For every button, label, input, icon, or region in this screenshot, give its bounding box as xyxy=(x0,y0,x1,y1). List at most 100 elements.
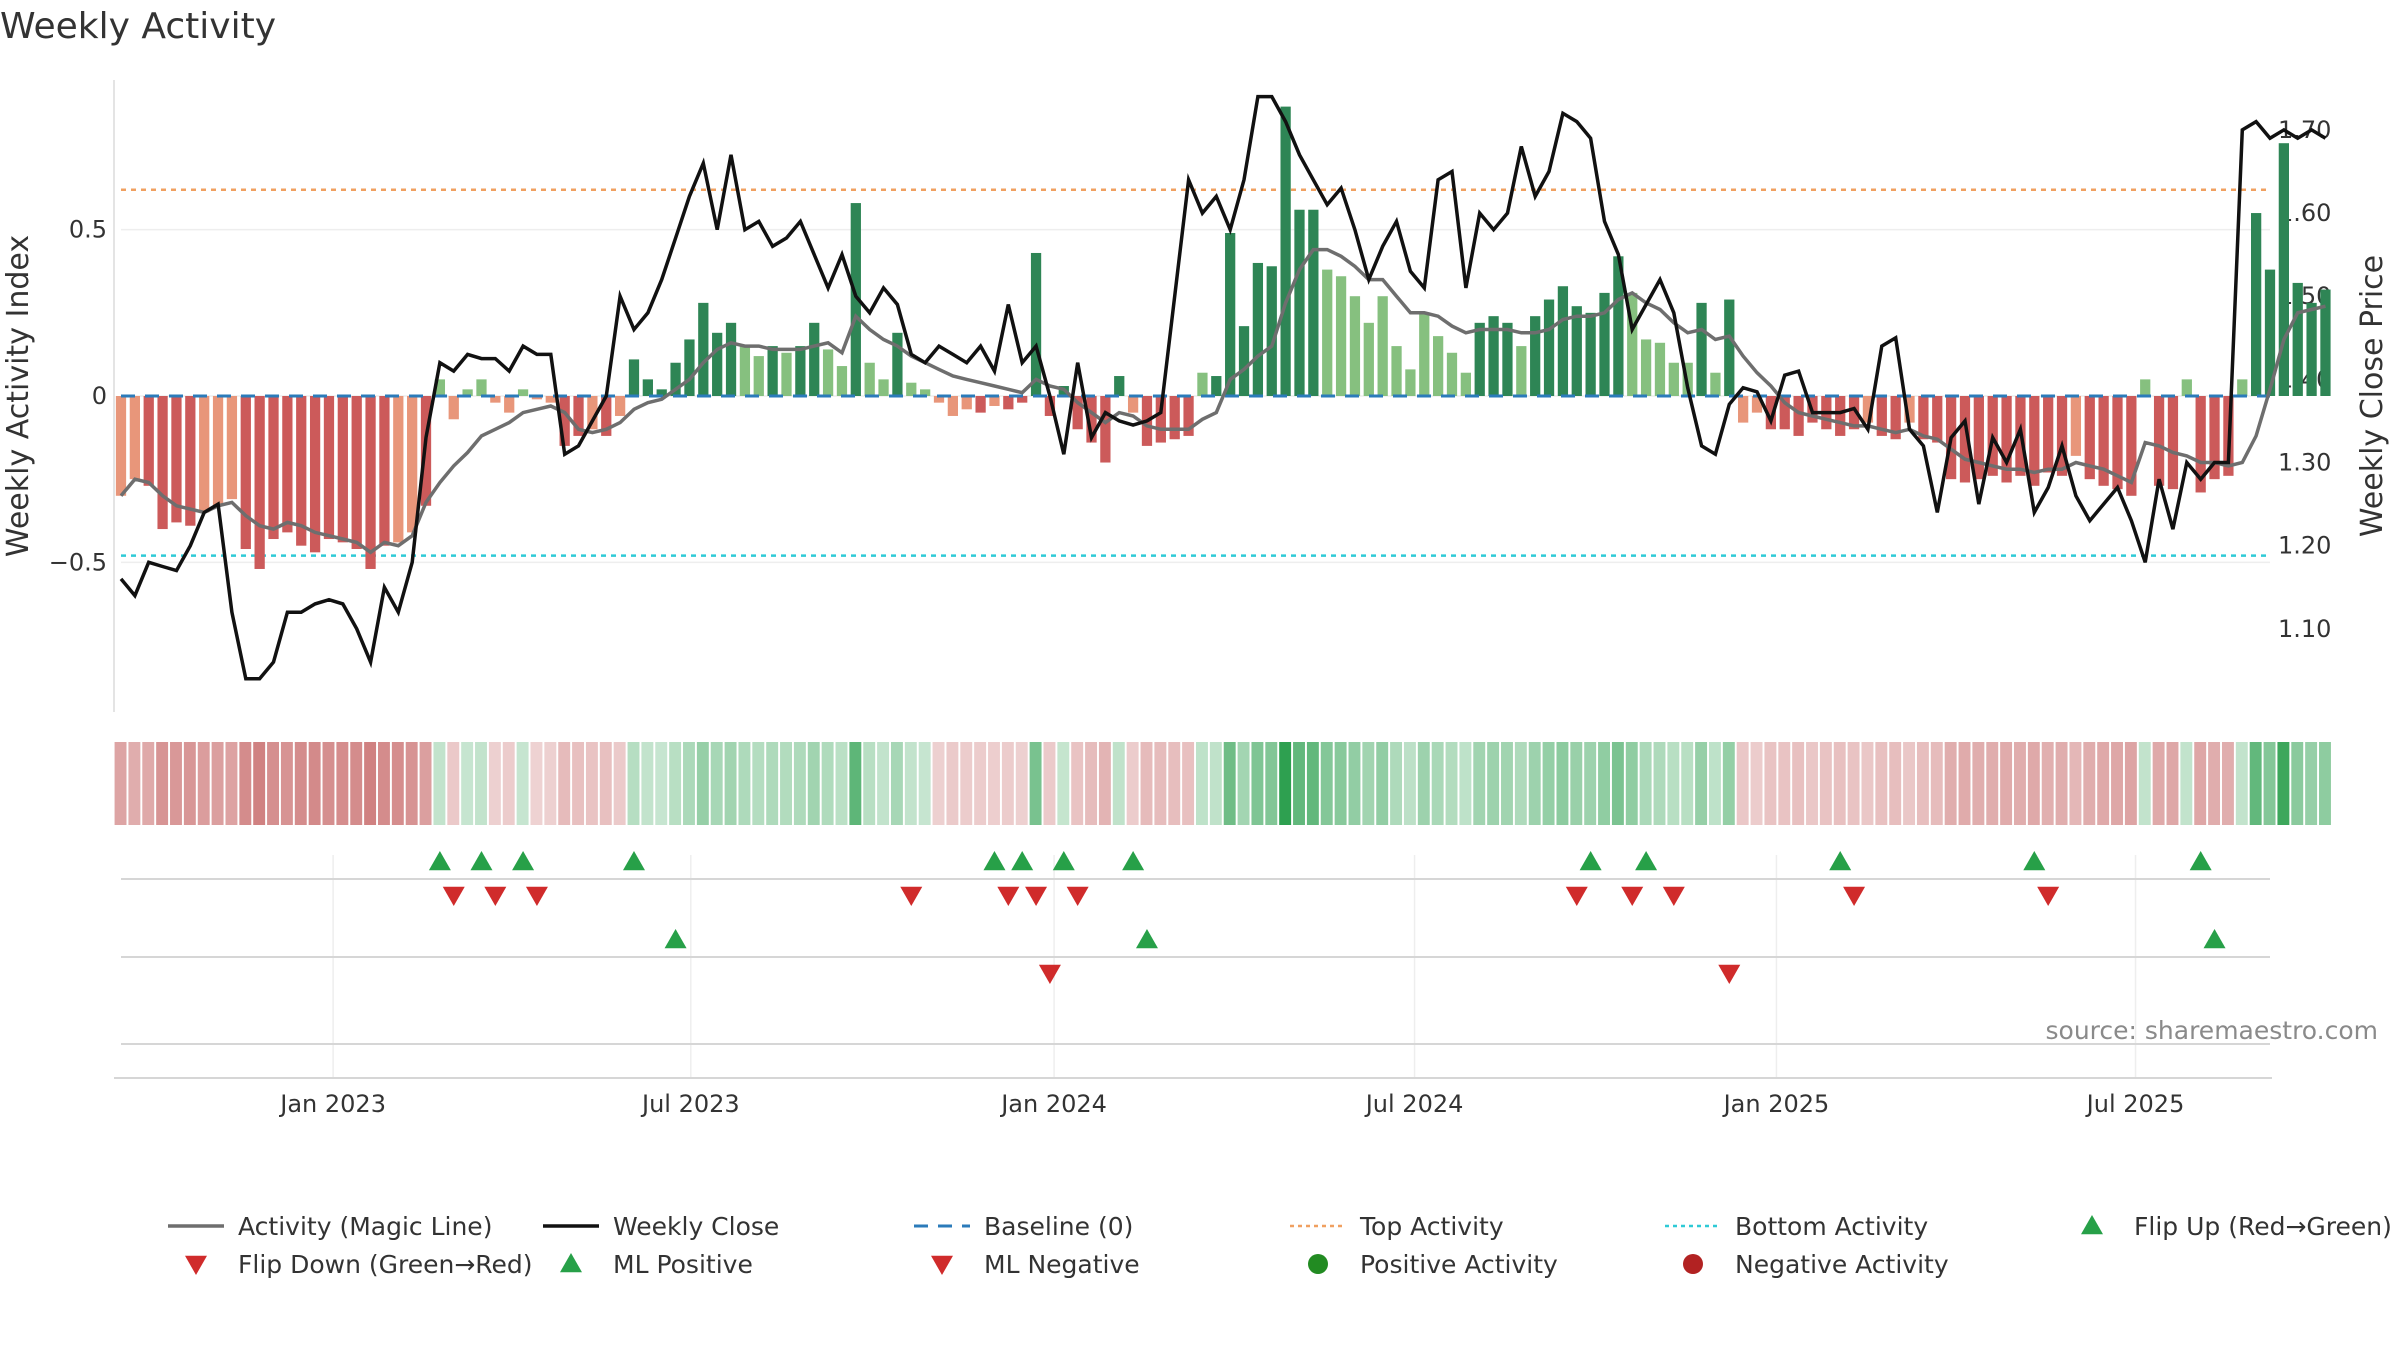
heatmap-cell xyxy=(2235,742,2248,825)
heatmap-cell xyxy=(475,742,487,825)
heatmap-cell xyxy=(1306,742,1319,825)
heatmap-cell xyxy=(516,742,529,825)
heatmap-cell xyxy=(988,742,1000,825)
activity-bar xyxy=(199,396,210,513)
y-axis-label-right: Weekly Close Price xyxy=(2355,255,2390,537)
y-tick-label: 0 xyxy=(92,382,107,410)
legend-label: Weekly Close xyxy=(613,1212,779,1241)
flip-up-marker xyxy=(1829,851,1852,871)
activity-bar xyxy=(115,396,127,496)
heatmap-cell xyxy=(530,742,543,825)
heatmap-cell xyxy=(1126,742,1139,825)
heatmap-cell xyxy=(364,742,377,825)
heatmap-cell xyxy=(142,742,155,825)
legend-entry: Top Activity xyxy=(1290,1212,1504,1241)
heatmap-cell xyxy=(1847,742,1860,825)
activity-bar xyxy=(1793,396,1804,436)
heatmap-cell xyxy=(1348,742,1361,825)
heatmap-cell xyxy=(461,742,474,825)
activity-heatmap-strip xyxy=(114,742,2331,825)
heatmap-cell xyxy=(2166,742,2179,825)
activity-bar xyxy=(1890,396,1901,440)
heatmap-cell xyxy=(572,742,585,825)
heatmap-cell xyxy=(1750,742,1763,825)
heatmap-cell xyxy=(197,742,210,825)
heatmap-cell xyxy=(1681,742,1694,825)
x-axis-ticks: Jan 2023 Jul 2023 Jan 2024 Jul 2024 Jan 2025… xyxy=(278,1090,2184,1118)
heatmap-cell xyxy=(1833,742,1846,825)
heatmap-cell xyxy=(613,742,626,825)
legend-label: Bottom Activity xyxy=(1735,1212,1928,1241)
activity-bar xyxy=(1488,316,1499,396)
activity-bar xyxy=(1280,106,1291,396)
activity-bar xyxy=(1238,326,1250,396)
heatmap-cell xyxy=(1029,742,1042,825)
flip-up-markers xyxy=(428,851,2212,871)
activity-bar xyxy=(712,332,723,396)
heatmap-cell xyxy=(877,742,890,825)
activity-bar xyxy=(254,396,265,569)
heatmap-cell xyxy=(904,742,917,825)
heatmap-cell xyxy=(1501,742,1513,825)
activity-bar xyxy=(504,396,515,413)
heatmap-cell xyxy=(1611,742,1624,825)
heatmap-cell xyxy=(1140,742,1153,825)
flip-down-marker xyxy=(525,886,548,906)
flip-up-marker xyxy=(1122,851,1145,871)
heatmap-cell xyxy=(183,742,196,825)
heatmap-cell xyxy=(1376,742,1389,825)
activity-bar xyxy=(698,302,709,396)
heatmap-cell xyxy=(793,742,806,825)
legend-label: Baseline (0) xyxy=(984,1212,1133,1241)
activity-bar xyxy=(642,379,653,396)
flip-down-marker xyxy=(442,886,465,906)
activity-bar xyxy=(2209,396,2220,480)
heatmap-cell xyxy=(2221,742,2234,825)
heatmap-cell xyxy=(391,742,404,825)
heatmap-cell xyxy=(1182,742,1195,825)
activity-bar xyxy=(2237,379,2248,396)
heatmap-cell xyxy=(1403,742,1416,825)
activity-bar xyxy=(2001,396,2012,483)
activity-bar xyxy=(1419,312,1430,396)
heatmap-cell xyxy=(114,742,127,825)
activity-bar xyxy=(1848,396,1860,430)
activity-bar xyxy=(1862,396,1874,423)
flip-down-marker xyxy=(1066,886,1089,906)
activity-bar xyxy=(2070,396,2082,456)
activity-bar xyxy=(2195,396,2206,493)
activity-bar xyxy=(1474,322,1485,396)
activity-bar xyxy=(573,396,584,436)
activity-bar xyxy=(2181,379,2192,396)
heatmap-cell xyxy=(2277,742,2290,825)
ml-positive-markers xyxy=(664,929,2226,949)
legend-label: ML Positive xyxy=(613,1250,753,1279)
heatmap-cell xyxy=(1542,742,1555,825)
heatmap-cell xyxy=(1098,742,1111,825)
heatmap-cell xyxy=(1223,742,1236,825)
ml-negative-marker xyxy=(1038,964,1061,984)
activity-bar xyxy=(1335,276,1347,396)
activity-bar xyxy=(2029,396,2040,486)
heatmap-cell xyxy=(211,742,224,825)
y-tick-label-right: 1.20 xyxy=(2278,532,2331,560)
legend-swatch xyxy=(185,1255,207,1275)
activity-bar xyxy=(1516,346,1527,396)
activity-bar xyxy=(1044,396,1056,416)
activity-bar xyxy=(559,396,570,446)
ml-positive-marker xyxy=(1135,929,1158,949)
heatmap-cell xyxy=(738,742,751,825)
heatmap-cell xyxy=(1598,742,1610,825)
activity-bar xyxy=(795,346,806,396)
heatmap-cell xyxy=(849,742,862,825)
activity-bar xyxy=(309,396,321,553)
activity-bar xyxy=(1252,262,1264,396)
heatmap-cell xyxy=(1279,742,1292,825)
heatmap-cell xyxy=(2124,742,2137,825)
activity-bar xyxy=(282,396,293,533)
x-tick-label: Jan 2024 xyxy=(999,1090,1107,1118)
activity-bar xyxy=(975,396,986,413)
activity-bar xyxy=(656,389,667,396)
heatmap-cell xyxy=(502,742,515,825)
